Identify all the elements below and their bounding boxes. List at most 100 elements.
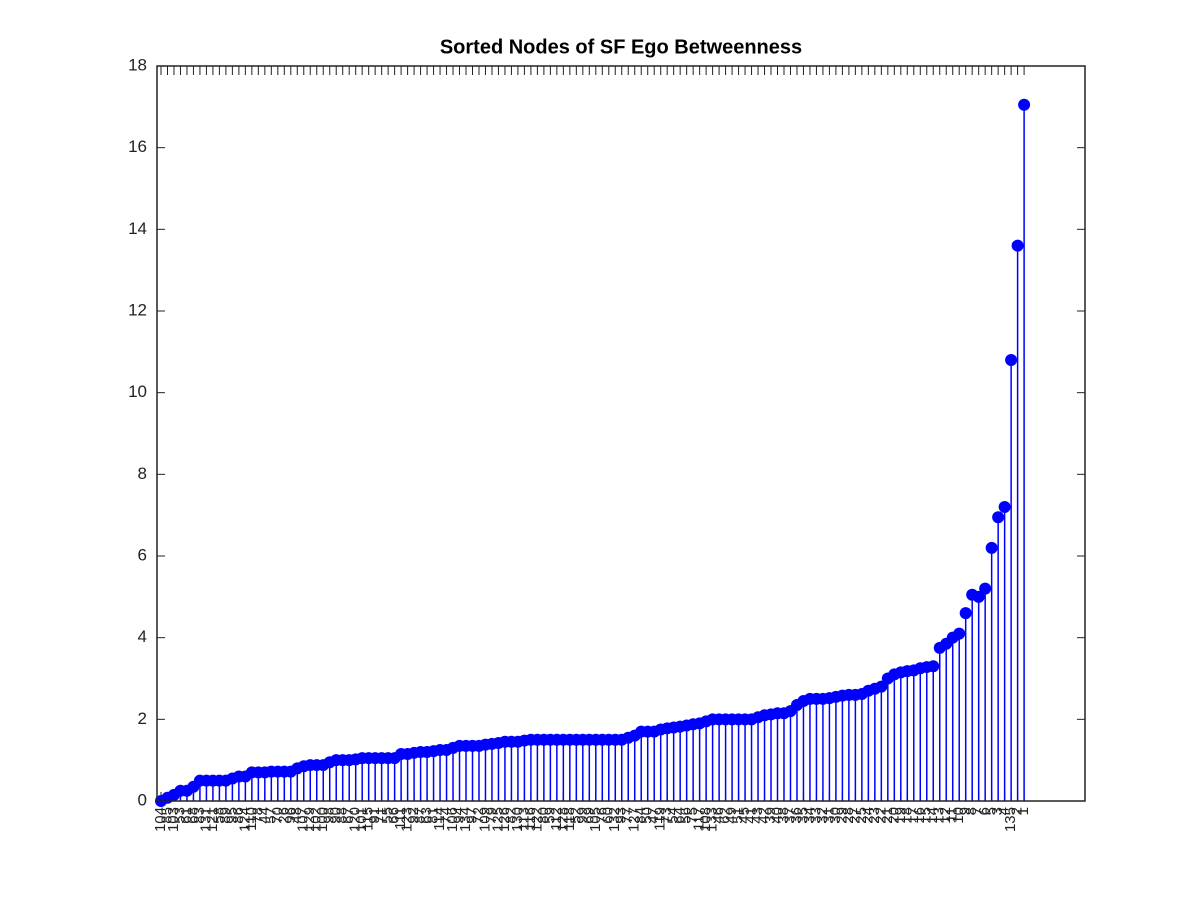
y-tick-label: 8 xyxy=(138,464,147,483)
x-tick-label: 104 xyxy=(152,807,169,832)
x-tick-label: 43 xyxy=(749,807,766,824)
x-tick-label: 131 xyxy=(197,807,214,832)
x-tick-label: 34 xyxy=(801,807,818,824)
x-tick-label: 71 xyxy=(373,807,390,824)
x-tick-label: 82 xyxy=(502,807,519,824)
x-tick-label: 62 xyxy=(717,807,734,824)
x-tick-label: 31 xyxy=(820,807,837,824)
x-tick-label: 60 xyxy=(600,807,617,824)
x-tick-label: 98 xyxy=(321,807,338,824)
x-tick-label: 90 xyxy=(327,807,344,824)
x-tick-label: 127 xyxy=(626,807,643,832)
x-tick-label: 86 xyxy=(230,807,247,824)
y-tick-label: 4 xyxy=(138,627,147,646)
x-tick-label: 1 xyxy=(1015,807,1032,815)
x-tick-label: 49 xyxy=(723,807,740,824)
stem-marker xyxy=(972,590,985,603)
x-tick-label: 14 xyxy=(924,807,941,824)
x-tick-label: 12 xyxy=(937,807,954,824)
x-tick-label: 40 xyxy=(768,807,785,824)
x-tick-label: 129 xyxy=(301,807,318,832)
x-tick-label: 44 xyxy=(256,807,273,824)
x-tick-label: 94 xyxy=(450,807,467,824)
x-tick-label: 87 xyxy=(412,807,429,824)
x-tick-label: 18 xyxy=(898,807,915,824)
axes-box xyxy=(156,65,1086,802)
y-tick-label: 6 xyxy=(138,545,147,564)
x-tick-label: 36 xyxy=(788,807,805,824)
x-tick-label: 21 xyxy=(879,807,896,824)
y-tick-label: 18 xyxy=(128,55,147,74)
x-tick-label: 29 xyxy=(833,807,850,824)
x-tick-label: 132 xyxy=(606,807,623,832)
x-tick-label: 74 xyxy=(438,807,455,824)
x-tick-label: 81 xyxy=(425,807,442,824)
x-tick-label: 20 xyxy=(885,807,902,824)
x-tick-label: 28 xyxy=(840,807,857,824)
x-tick-label: 46 xyxy=(710,807,727,824)
x-tick-label: 124 xyxy=(236,807,253,832)
x-tick-label: 47 xyxy=(645,807,662,824)
x-tick-label: 100 xyxy=(314,807,331,832)
x-tick-label: 25 xyxy=(853,807,870,824)
x-tick-label: 111 xyxy=(392,807,409,830)
x-tick-label: 77 xyxy=(619,807,636,824)
x-tick-label: 125 xyxy=(489,807,506,832)
x-tick-label: 102 xyxy=(308,807,325,832)
x-tick-label: 110 xyxy=(243,807,260,831)
x-tick-label: 39 xyxy=(762,807,779,824)
x-tick-label: 95 xyxy=(223,807,240,824)
x-tick-label: 119 xyxy=(652,807,669,831)
x-tick-label: 105 xyxy=(587,807,604,832)
x-tick-label: 10 xyxy=(950,807,967,824)
x-tick-label: 103 xyxy=(165,807,182,832)
x-tick-label: 57 xyxy=(262,807,279,824)
x-tick-label: 69 xyxy=(580,807,597,824)
x-tick-label: 4 xyxy=(996,807,1013,815)
stem-marker xyxy=(927,660,940,673)
x-tick-label: 118 xyxy=(561,807,578,831)
x-tick-label: 106 xyxy=(444,807,461,832)
stem-marker xyxy=(985,541,998,554)
stem-marker xyxy=(998,501,1011,513)
x-tick-label: 70 xyxy=(269,807,286,824)
x-tick-label: 120 xyxy=(347,807,364,832)
x-tick-label: 17 xyxy=(905,807,922,824)
x-tick-label: 64 xyxy=(671,807,688,824)
x-tick-label: 107 xyxy=(295,807,312,832)
stem-marker xyxy=(1018,98,1031,111)
x-tick-label: 68 xyxy=(184,807,201,824)
stem-marker xyxy=(992,511,1005,524)
x-tick-label: 91 xyxy=(366,807,383,824)
x-tick-label: 11 xyxy=(944,807,961,823)
x-tick-label: 42 xyxy=(755,807,772,824)
x-tick-label: 37 xyxy=(781,807,798,824)
x-tick-label: 41 xyxy=(743,807,760,824)
stem-marker xyxy=(1011,239,1024,252)
x-tick-label: 83 xyxy=(191,807,208,824)
x-tick-label: 51 xyxy=(730,807,747,824)
x-tick-label: 27 xyxy=(846,807,863,824)
x-tick-label: 92 xyxy=(405,807,422,824)
x-tick-label: 19 xyxy=(892,807,909,824)
stem-marker xyxy=(875,680,888,693)
x-tick-label: 128 xyxy=(554,807,571,832)
x-tick-label: 55 xyxy=(379,807,396,824)
x-tick-label: 16 xyxy=(911,807,928,824)
x-tick-label: 67 xyxy=(340,807,357,824)
x-tick-label: 117 xyxy=(691,807,708,831)
x-tick-label: 5 xyxy=(983,807,1000,815)
x-tick-label: 134 xyxy=(457,807,474,832)
y-tick-label: 2 xyxy=(138,709,147,728)
y-tick-label: 0 xyxy=(138,790,147,809)
x-tick-label: 9 xyxy=(957,807,974,815)
x-tick-label: 78 xyxy=(249,807,266,824)
x-tick-label: 66 xyxy=(386,807,403,824)
x-tick-label: 22 xyxy=(872,807,889,824)
x-tick-label: 116 xyxy=(522,807,539,831)
x-tick-label: 38 xyxy=(775,807,792,824)
x-tick-label: 56 xyxy=(678,807,695,824)
x-tick-label: 63 xyxy=(418,807,435,824)
